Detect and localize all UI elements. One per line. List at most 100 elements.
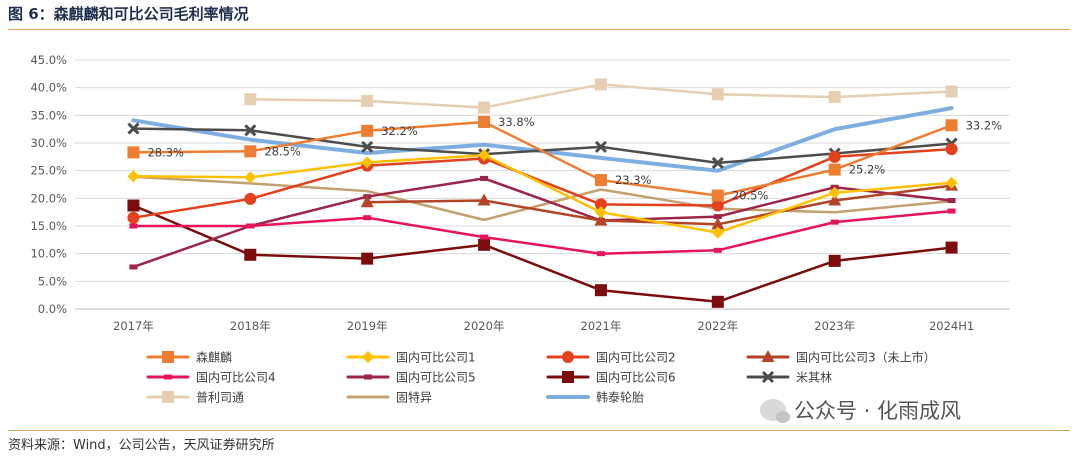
data-point: [478, 149, 491, 162]
legend-marker: [362, 351, 374, 363]
marker-stroke: [594, 140, 607, 153]
series-line: [132, 147, 953, 219]
y-tick-label: 25.0%: [30, 164, 67, 178]
y-tick-label: 10.0%: [30, 247, 67, 261]
data-label: 33.2%: [966, 118, 1003, 132]
marker-stroke: [244, 124, 257, 137]
data-point: [945, 119, 958, 132]
legend-item: 国内可比公司5: [346, 371, 476, 385]
data-point: [594, 174, 607, 187]
series-line: [132, 153, 953, 234]
legend-item: 国内可比公司6: [546, 371, 676, 385]
data-point: [478, 101, 491, 114]
legend-marker: [164, 374, 172, 380]
data-point: [129, 223, 138, 229]
data-point: [127, 211, 140, 224]
data-point: [361, 140, 374, 153]
data-point: [478, 238, 491, 251]
data-point: [127, 199, 140, 212]
data-label: 28.3%: [147, 145, 184, 159]
y-tick-label: 0.0%: [38, 302, 67, 316]
series-11: [131, 106, 954, 173]
x-tick-label: 2020年: [464, 319, 505, 333]
series-line: [132, 209, 953, 255]
series-line: [132, 120, 953, 197]
y-tick-label: 40.0%: [30, 81, 67, 95]
y-axis: 0.0% 5.0% 10.0% 15.0% 20.0% 25.0% 30.0% 35.0% 40…: [30, 53, 67, 316]
watermark: 公众号 · 化雨成风: [760, 395, 961, 425]
series-7: [127, 199, 958, 308]
data-point: [828, 193, 842, 206]
legend-item: 普利司通: [146, 391, 244, 405]
legend-item: 森麒麟: [146, 350, 232, 365]
data-point: [594, 284, 607, 297]
data-point: [361, 94, 374, 107]
data-point: [594, 198, 607, 211]
x-tick-label: 2023年: [814, 319, 855, 333]
data-point: [596, 251, 605, 257]
data-point: [244, 124, 257, 137]
data-point: [244, 192, 257, 205]
data-point: [711, 199, 724, 212]
data-point: [127, 146, 140, 159]
data-point: [828, 163, 841, 176]
watermark-text: 公众号 · 化雨成风: [794, 399, 962, 423]
data-point: [947, 198, 956, 204]
series-3: [127, 143, 958, 224]
data-label: 33.8%: [498, 115, 535, 129]
data-point: [127, 170, 140, 183]
legend-label: 森麒麟: [196, 350, 232, 365]
data-point: [244, 93, 257, 106]
data-label: 20.5%: [732, 189, 769, 203]
data-point: [711, 295, 724, 308]
y-tick-label: 20.0%: [30, 191, 67, 205]
margin-chart: 0.0% 5.0% 10.0% 15.0% 20.0% 25.0% 30.0% 35.0% 40…: [30, 53, 1010, 405]
data-point: [129, 264, 138, 270]
legend-label: 米其林: [796, 371, 832, 385]
legend-label: 国内可比公司3（未上市）: [796, 350, 936, 365]
legend-label: 国内可比公司4: [196, 371, 276, 385]
data-point: [480, 234, 489, 240]
x-tick-label: 2024H1: [929, 319, 974, 333]
data-point: [478, 115, 491, 128]
data-point: [830, 219, 839, 225]
data-point: [713, 247, 722, 253]
data-point: [711, 156, 724, 169]
series-line: [132, 204, 953, 304]
legend-marker: [162, 351, 174, 363]
data-point: [713, 214, 722, 220]
legend-marker: [562, 351, 574, 363]
series-line: [132, 177, 953, 269]
legend-label: 韩泰轮胎: [596, 390, 644, 405]
data-point: [477, 193, 491, 206]
data-point: [594, 140, 607, 153]
x-tick-label: 2022年: [697, 319, 738, 333]
data-point: [361, 124, 374, 137]
legend-item: 韩泰轮胎: [546, 390, 644, 405]
data-label: 25.2%: [849, 163, 886, 177]
data-point: [360, 195, 374, 208]
data-point: [480, 175, 489, 181]
data-point: [711, 88, 724, 101]
wechat-icon: [760, 399, 790, 423]
data-point: [361, 252, 374, 265]
data-point: [594, 206, 607, 219]
legend-label: 国内可比公司1: [396, 351, 476, 365]
legend-label: 国内可比公司5: [396, 371, 476, 385]
x-tick-label: 2021年: [581, 319, 622, 333]
legend-marker: [761, 350, 775, 362]
data-point: [828, 91, 841, 104]
source-note: 资料来源：Wind，公司公告，天风证券研究所: [8, 438, 275, 453]
data-labels: 28.3% 28.5% 32.2% 33.8% 23.3% 20.5% 25.2% 33.2%: [147, 115, 1002, 203]
legend-item: 国内可比公司4: [146, 371, 276, 385]
marker-stroke: [761, 370, 775, 384]
data-point: [828, 150, 841, 163]
series-9: [244, 78, 958, 114]
legend-item: 国内可比公司2: [546, 351, 676, 365]
series-2: [127, 149, 958, 239]
data-label: 32.2%: [381, 124, 418, 138]
data-point: [363, 215, 372, 221]
legend-label: 普利司通: [196, 391, 244, 405]
data-point: [828, 186, 841, 199]
y-tick-label: 35.0%: [30, 108, 67, 122]
